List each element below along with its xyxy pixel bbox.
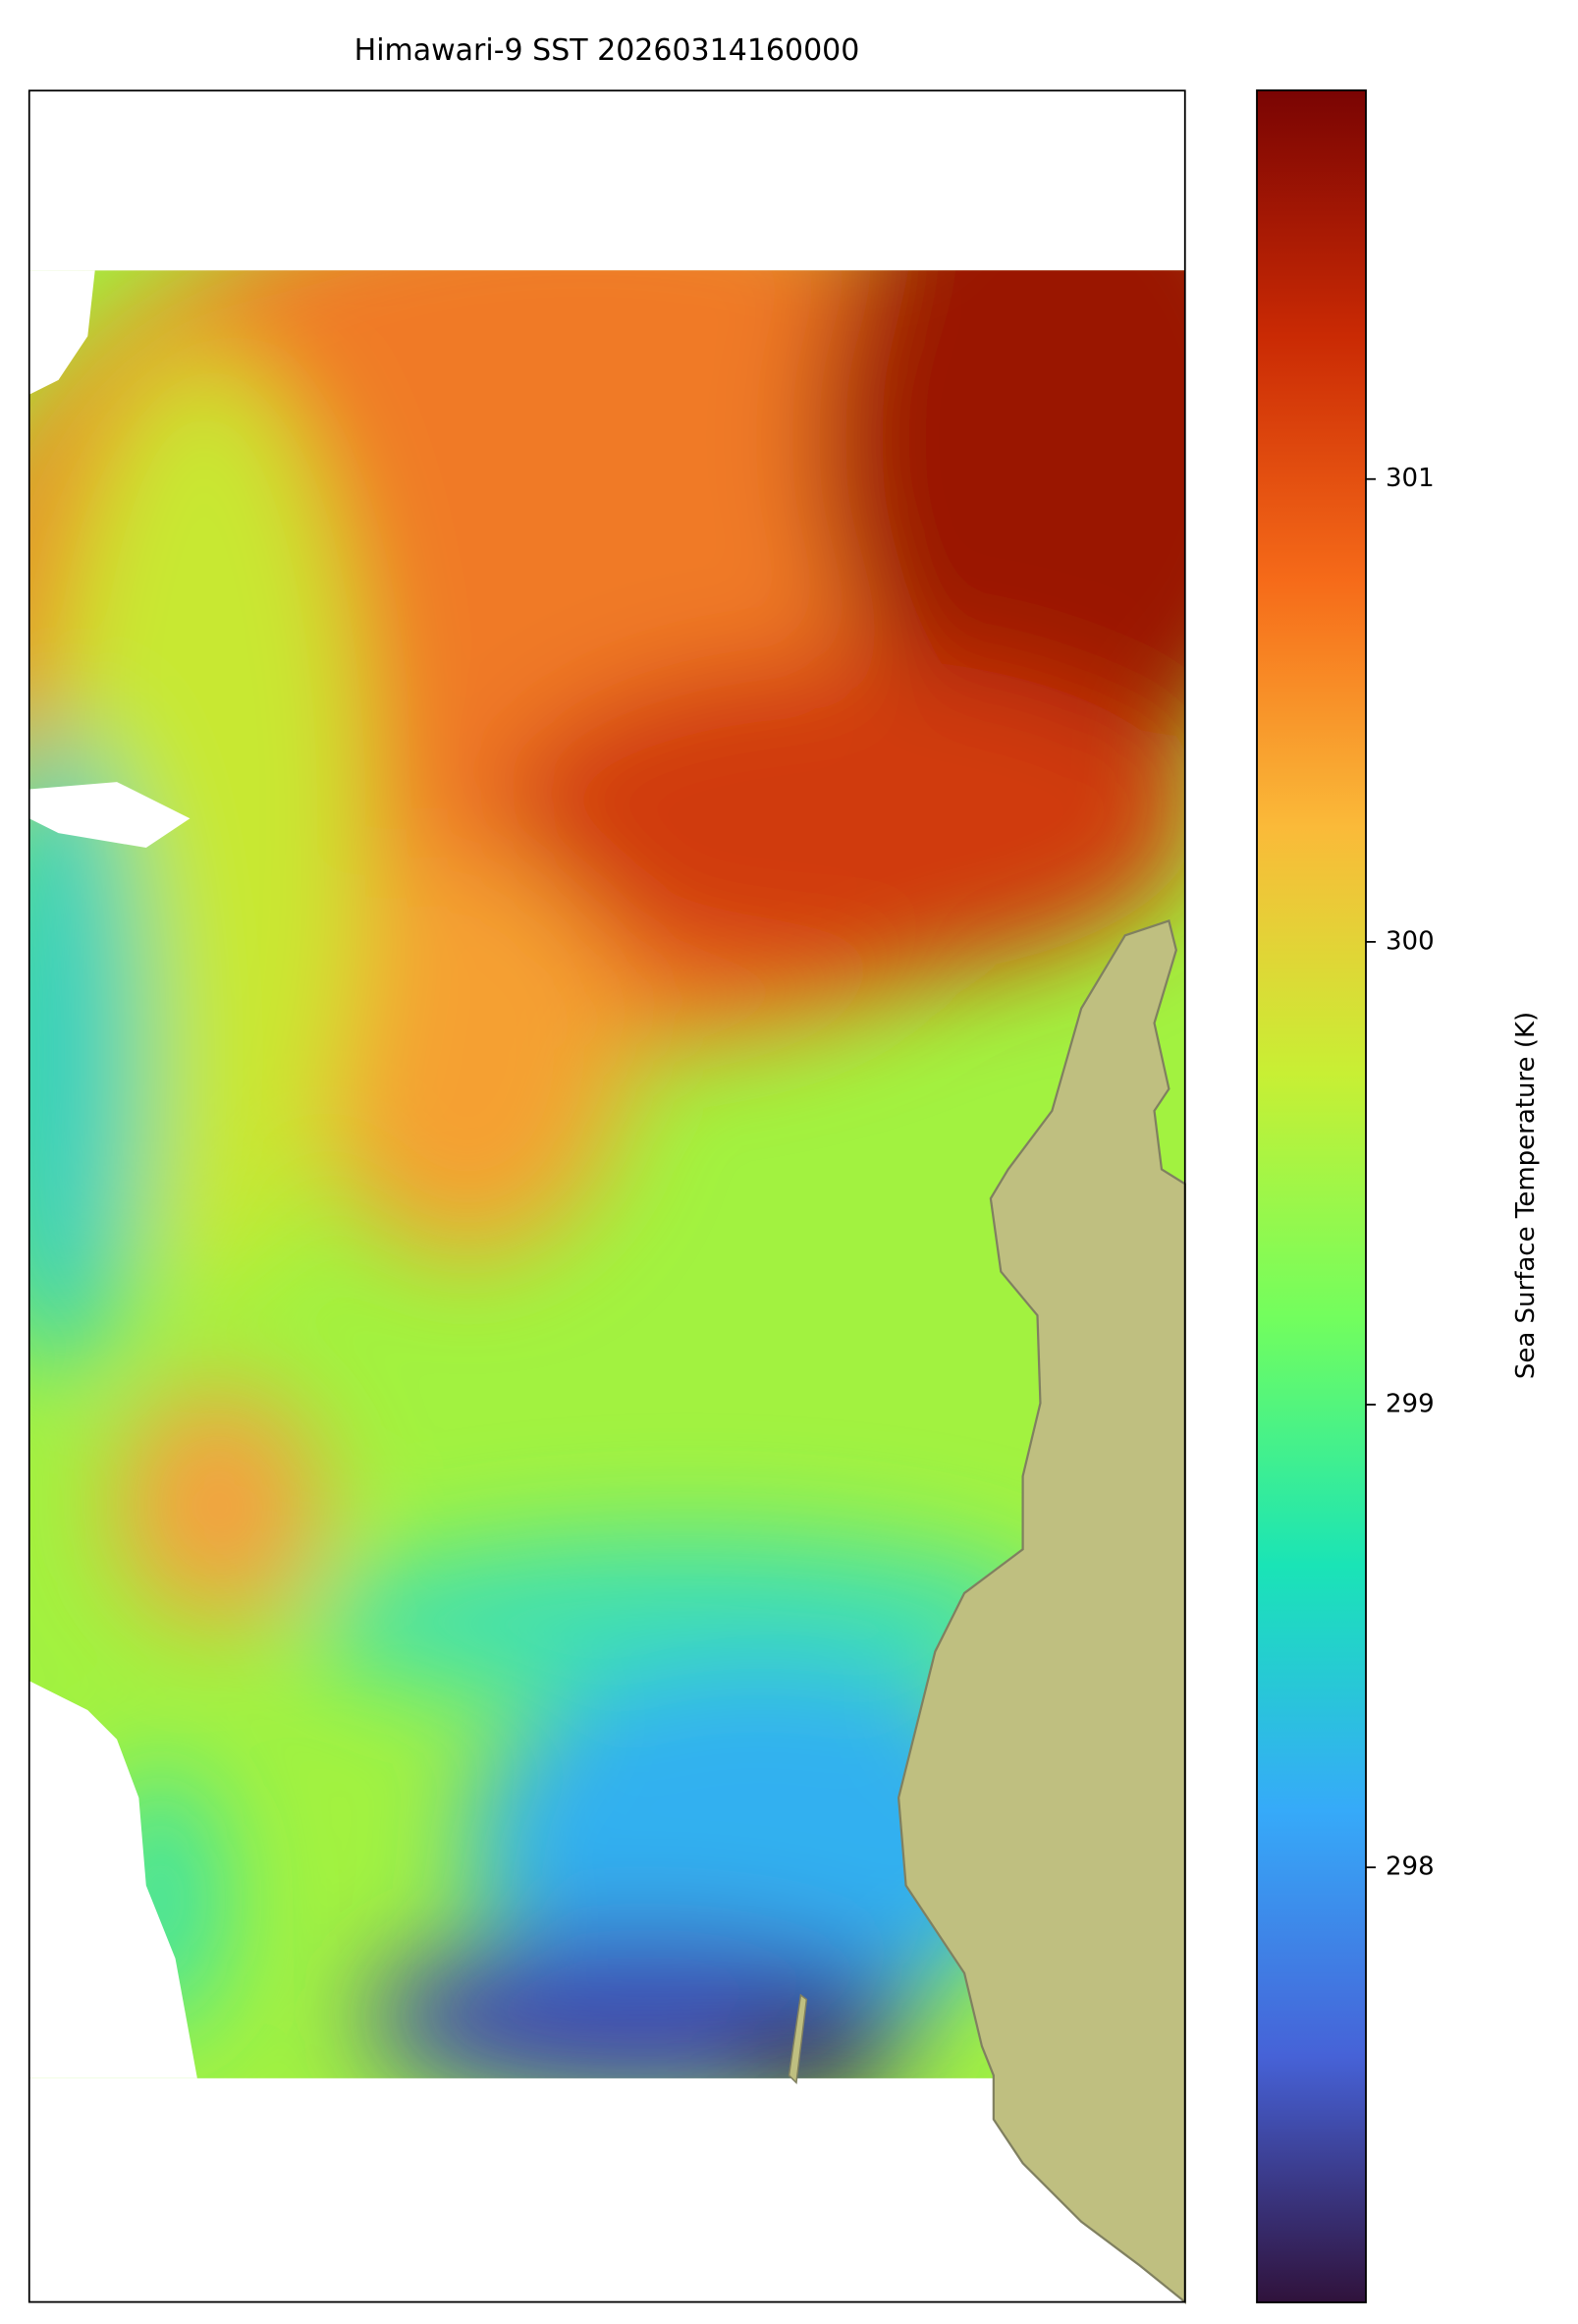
- land: [897, 919, 1186, 2304]
- colorbar-label: Sea Surface Temperature (K): [1511, 1012, 1541, 1379]
- colorbar: [1256, 89, 1367, 2303]
- colorbar-tick-label: 301: [1386, 464, 1435, 493]
- map-title: Himawari-9 SST 20260314160000: [354, 33, 860, 68]
- colorbar-tick-label: 298: [1386, 1853, 1435, 1882]
- sst-field: [28, 270, 1185, 2078]
- colorbar-tick-label: 300: [1386, 926, 1435, 956]
- colorbar-tick-label: 299: [1386, 1390, 1435, 1419]
- island: [788, 1993, 808, 2085]
- map-area: [27, 89, 1186, 2304]
- map-frame: [27, 89, 1186, 2303]
